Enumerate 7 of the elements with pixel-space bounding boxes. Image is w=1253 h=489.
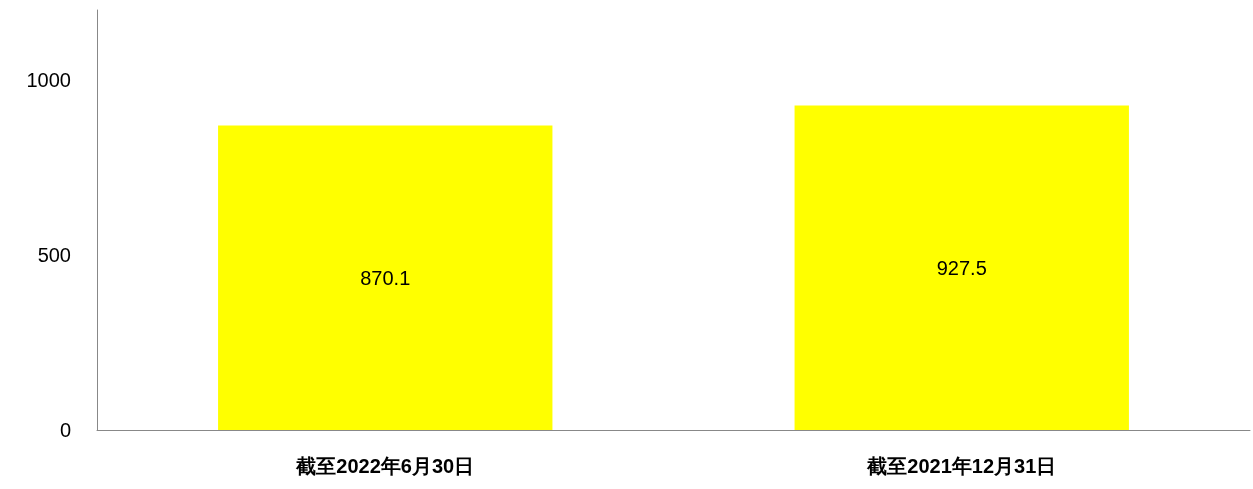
- data-label: 927.5: [936, 256, 987, 279]
- data-label: 870.1: [360, 266, 411, 289]
- x-tick-label: 截至2022年6月30日: [295, 455, 475, 477]
- y-tick-label: 1000: [26, 69, 71, 91]
- y-tick-label: 500: [37, 244, 71, 266]
- x-tick-label: 截至2021年12月31日: [866, 455, 1057, 477]
- y-tick-label: 0: [59, 419, 71, 441]
